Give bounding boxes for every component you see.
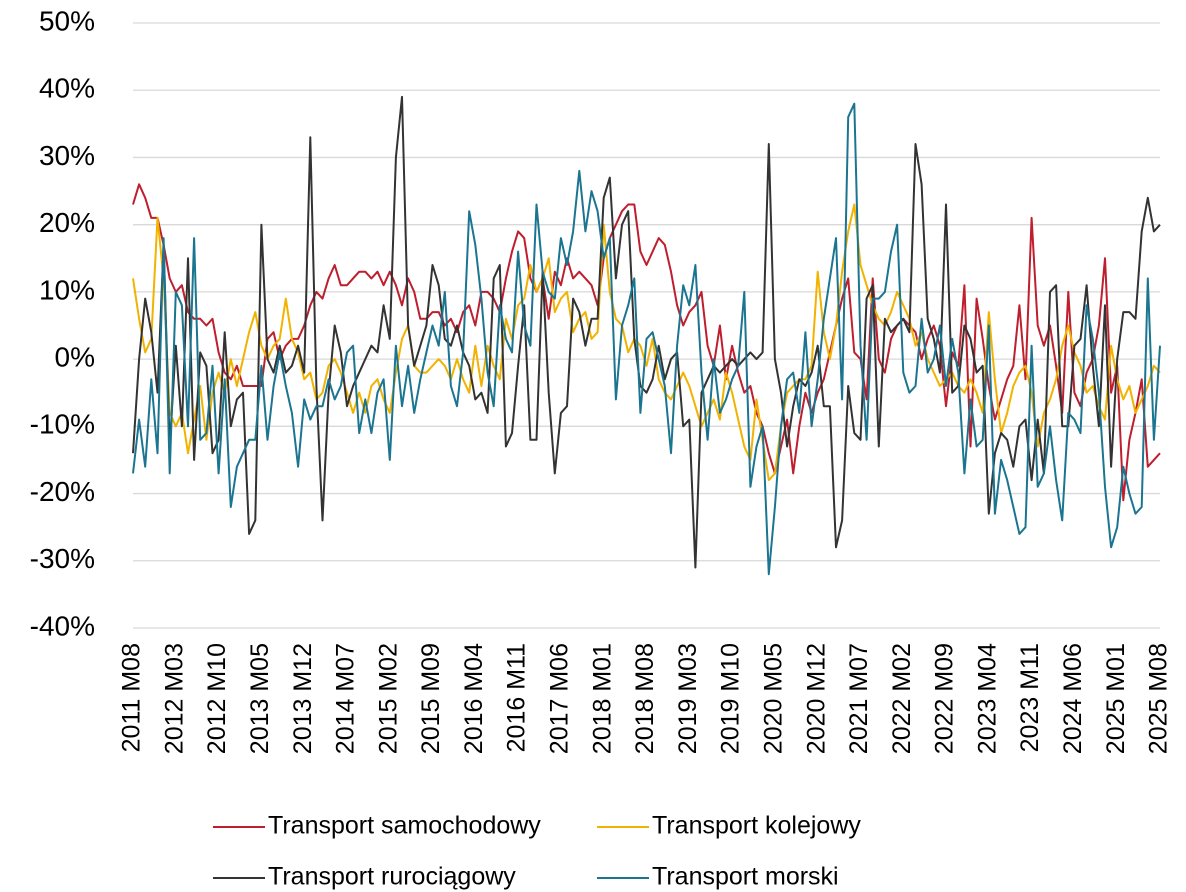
x-tick-label: 2015 M02	[374, 643, 402, 754]
x-tick-label: 2013 M12	[289, 643, 317, 754]
legend-label: Transport rurociągowy	[268, 863, 516, 891]
x-tick-label: 2025 M08	[1145, 643, 1173, 754]
x-tick-label: 2022 M09	[931, 643, 959, 754]
x-tick-label: 2024 M06	[1059, 643, 1087, 754]
y-tick-label: -30%	[30, 543, 95, 574]
y-tick-label: 30%	[39, 140, 95, 171]
y-tick-label: 0%	[55, 342, 95, 373]
x-tick-label: 2018 M08	[631, 643, 659, 754]
x-tick-label: 2020 M12	[802, 643, 830, 754]
y-tick-label: -10%	[30, 409, 95, 440]
x-tick-label: 2014 M07	[332, 643, 360, 754]
series-line	[132, 102, 1161, 576]
series-line	[132, 203, 1161, 482]
x-tick-label: 2023 M11	[1016, 643, 1044, 752]
y-tick-label: 20%	[39, 207, 95, 238]
x-tick-label: 2013 M05	[246, 643, 274, 754]
x-tick-label: 2023 M04	[973, 643, 1001, 754]
x-tick-label: 2016 M04	[460, 643, 488, 754]
x-tick-label: 2025 M01	[1102, 643, 1130, 754]
legend-label: Transport samochodowy	[268, 812, 541, 840]
y-tick-label: -20%	[30, 476, 95, 507]
x-tick-label: 2019 M03	[674, 643, 702, 754]
legend-label: Transport kolejowy	[652, 812, 861, 840]
x-tick-label: 2015 M09	[417, 643, 445, 754]
x-tick-label: 2019 M10	[717, 643, 745, 754]
x-tick-label: 2017 M06	[546, 643, 574, 754]
y-tick-label: 50%	[39, 5, 95, 36]
y-tick-label: 40%	[39, 73, 95, 104]
x-tick-label: 2021 M07	[845, 643, 873, 754]
x-tick-label: 2012 M03	[160, 643, 188, 754]
x-tick-label: 2011 M08	[118, 643, 146, 752]
y-tick-label: -40%	[30, 610, 95, 641]
series-line	[132, 183, 1161, 502]
y-tick-label: 10%	[39, 274, 95, 305]
series-line	[132, 95, 1161, 569]
x-tick-label: 2012 M10	[203, 643, 231, 754]
x-tick-label: 2018 M01	[588, 643, 616, 754]
x-tick-label: 2020 M05	[759, 643, 787, 754]
x-tick-label: 2016 M11	[503, 643, 531, 752]
x-tick-label: 2022 M02	[888, 643, 916, 754]
legend-label: Transport morski	[652, 863, 839, 891]
